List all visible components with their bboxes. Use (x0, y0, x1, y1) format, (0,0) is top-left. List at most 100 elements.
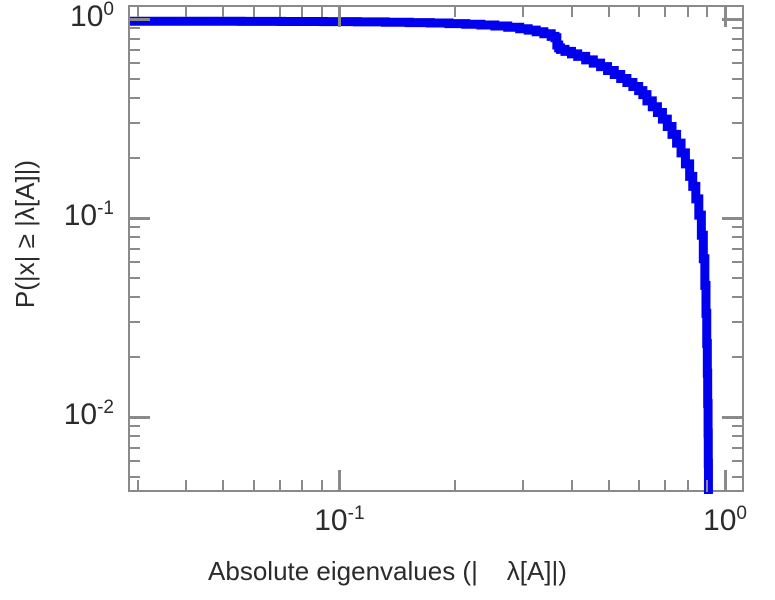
y-tick-minor (128, 226, 140, 229)
x-tick-minor (454, 5, 457, 17)
x-tick-minor (278, 480, 281, 492)
x-tick-minor (522, 5, 525, 17)
x-tick-minor (570, 5, 573, 17)
y-tick-minor (732, 435, 744, 438)
y-tick-minor (128, 356, 140, 359)
y-tick-major (128, 216, 150, 220)
y-tick-mantissa: 10 (70, 0, 104, 34)
plot-area (128, 5, 744, 494)
x-tick-exponent: -1 (347, 503, 365, 524)
x-tick-minor (706, 480, 709, 492)
y-tick-minor (128, 296, 140, 299)
y-tick-minor (732, 157, 744, 160)
y-tick-minor (732, 296, 744, 299)
x-tick-exponent: 0 (736, 503, 747, 524)
x-tick-minor (706, 5, 709, 17)
y-tick-label: 10-2 (0, 397, 114, 432)
y-tick-minor (732, 475, 744, 478)
x-tick-major (337, 470, 341, 492)
x-tick-minor (607, 5, 610, 17)
x-tick-minor (454, 480, 457, 492)
y-tick-minor (128, 261, 140, 264)
x-tick-minor (570, 480, 573, 492)
x-tick-minor (136, 480, 139, 492)
x-tick-minor (184, 5, 187, 17)
x-tick-minor (252, 480, 255, 492)
x-tick-minor (686, 5, 689, 17)
y-tick-major (722, 415, 744, 419)
y-tick-minor (128, 27, 140, 30)
y-tick-minor (128, 78, 140, 81)
y-tick-minor (732, 62, 744, 65)
y-tick-minor (128, 321, 140, 324)
y-tick-minor (732, 356, 744, 359)
y-tick-major (128, 415, 150, 419)
y-tick-minor (732, 277, 744, 280)
y-tick-minor (732, 425, 744, 428)
x-tick-mantissa: 10 (703, 504, 737, 537)
y-tick-minor (128, 475, 140, 478)
y-tick-minor (732, 97, 744, 100)
y-tick-minor (732, 37, 744, 40)
x-tick-minor (184, 480, 187, 492)
x-tick-minor (522, 480, 525, 492)
y-tick-major (722, 17, 744, 21)
y-tick-minor (128, 236, 140, 239)
x-tick-minor (301, 480, 304, 492)
y-tick-minor (128, 247, 140, 250)
y-tick-minor (128, 157, 140, 160)
y-tick-exponent: -2 (97, 397, 114, 419)
y-tick-minor (732, 49, 744, 52)
x-tick-minor (252, 5, 255, 17)
y-tick-minor (732, 122, 744, 125)
x-tick-mantissa: 10 (314, 504, 348, 537)
x-tick-major (337, 5, 341, 27)
y-tick-exponent: 0 (103, 0, 114, 21)
y-tick-minor (128, 435, 140, 438)
y-tick-minor (732, 460, 744, 463)
x-tick-minor (278, 5, 281, 17)
y-tick-mantissa: 10 (63, 199, 98, 233)
y-tick-minor (128, 62, 140, 65)
y-tick-minor (128, 446, 140, 449)
x-tick-minor (320, 5, 323, 17)
y-tick-minor (732, 261, 744, 264)
y-axis-title: P(|x| ≥ |λ[A]|) (10, 159, 40, 309)
y-tick-minor (732, 247, 744, 250)
y-tick-label: 10-1 (0, 198, 114, 233)
y-tick-major (128, 17, 150, 21)
x-tick-label: 10-1 (249, 503, 429, 537)
y-tick-label: 100 (0, 0, 114, 34)
y-tick-mantissa: 10 (63, 398, 98, 432)
data-curve (130, 16, 713, 494)
y-tick-minor (128, 122, 140, 125)
y-tick-exponent: -1 (97, 198, 114, 220)
x-tick-minor (664, 5, 667, 17)
y-tick-minor (732, 236, 744, 239)
x-tick-minor (686, 480, 689, 492)
y-axis-title-container: P(|x| ≥ |λ[A]|) (10, 0, 50, 494)
y-tick-minor (128, 425, 140, 428)
x-tick-minor (136, 5, 139, 17)
y-tick-minor (128, 460, 140, 463)
x-tick-minor (664, 480, 667, 492)
x-tick-minor (638, 480, 641, 492)
y-tick-minor (732, 321, 744, 324)
x-tick-minor (320, 480, 323, 492)
x-tick-minor (301, 5, 304, 17)
y-tick-minor (128, 97, 140, 100)
x-tick-minor (222, 480, 225, 492)
y-tick-minor (128, 277, 140, 280)
x-axis-title: Absolute eigenvalues (| λ[A]|) (208, 556, 567, 586)
y-tick-minor (128, 37, 140, 40)
y-tick-minor (128, 49, 140, 52)
x-tick-minor (607, 480, 610, 492)
y-tick-major (722, 216, 744, 220)
x-tick-label: 100 (635, 503, 775, 537)
x-tick-minor (222, 5, 225, 17)
y-tick-minor (732, 226, 744, 229)
y-tick-minor (732, 78, 744, 81)
y-tick-minor (732, 27, 744, 30)
x-tick-minor (638, 5, 641, 17)
